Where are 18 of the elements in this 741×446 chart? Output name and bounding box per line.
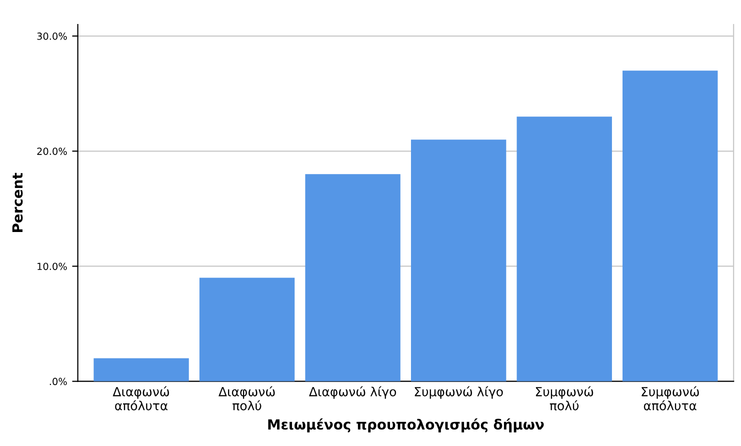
x-tick-label: Διαφωνώ απόλυτα — [112, 386, 170, 410]
x-tick-label: Διαφωνώ πολύ — [218, 386, 275, 410]
bar — [305, 174, 400, 382]
x-tick-label: Συμφωνώ πολύ — [536, 386, 594, 410]
bar — [94, 358, 189, 382]
y-tick-label: .0% — [50, 378, 67, 386]
y-tick-label: 20.0% — [37, 148, 67, 155]
x-tick-label: Συμφωνώ λίγο — [414, 386, 503, 399]
bar — [199, 278, 295, 382]
bar — [410, 140, 506, 382]
x-tick-label: Διαφωνώ λίγο — [308, 386, 396, 399]
bar — [622, 70, 718, 382]
x-axis-title: Μειωμένος προυπολογισμός δήμων — [268, 418, 544, 432]
y-tick-label: 10.0% — [38, 262, 67, 270]
y-axis-title: Percent — [12, 172, 23, 232]
bar — [516, 116, 612, 382]
y-tick-label: 30.0% — [37, 32, 67, 40]
x-tick-label: Συμφωνώ απόλυτα — [642, 386, 699, 410]
